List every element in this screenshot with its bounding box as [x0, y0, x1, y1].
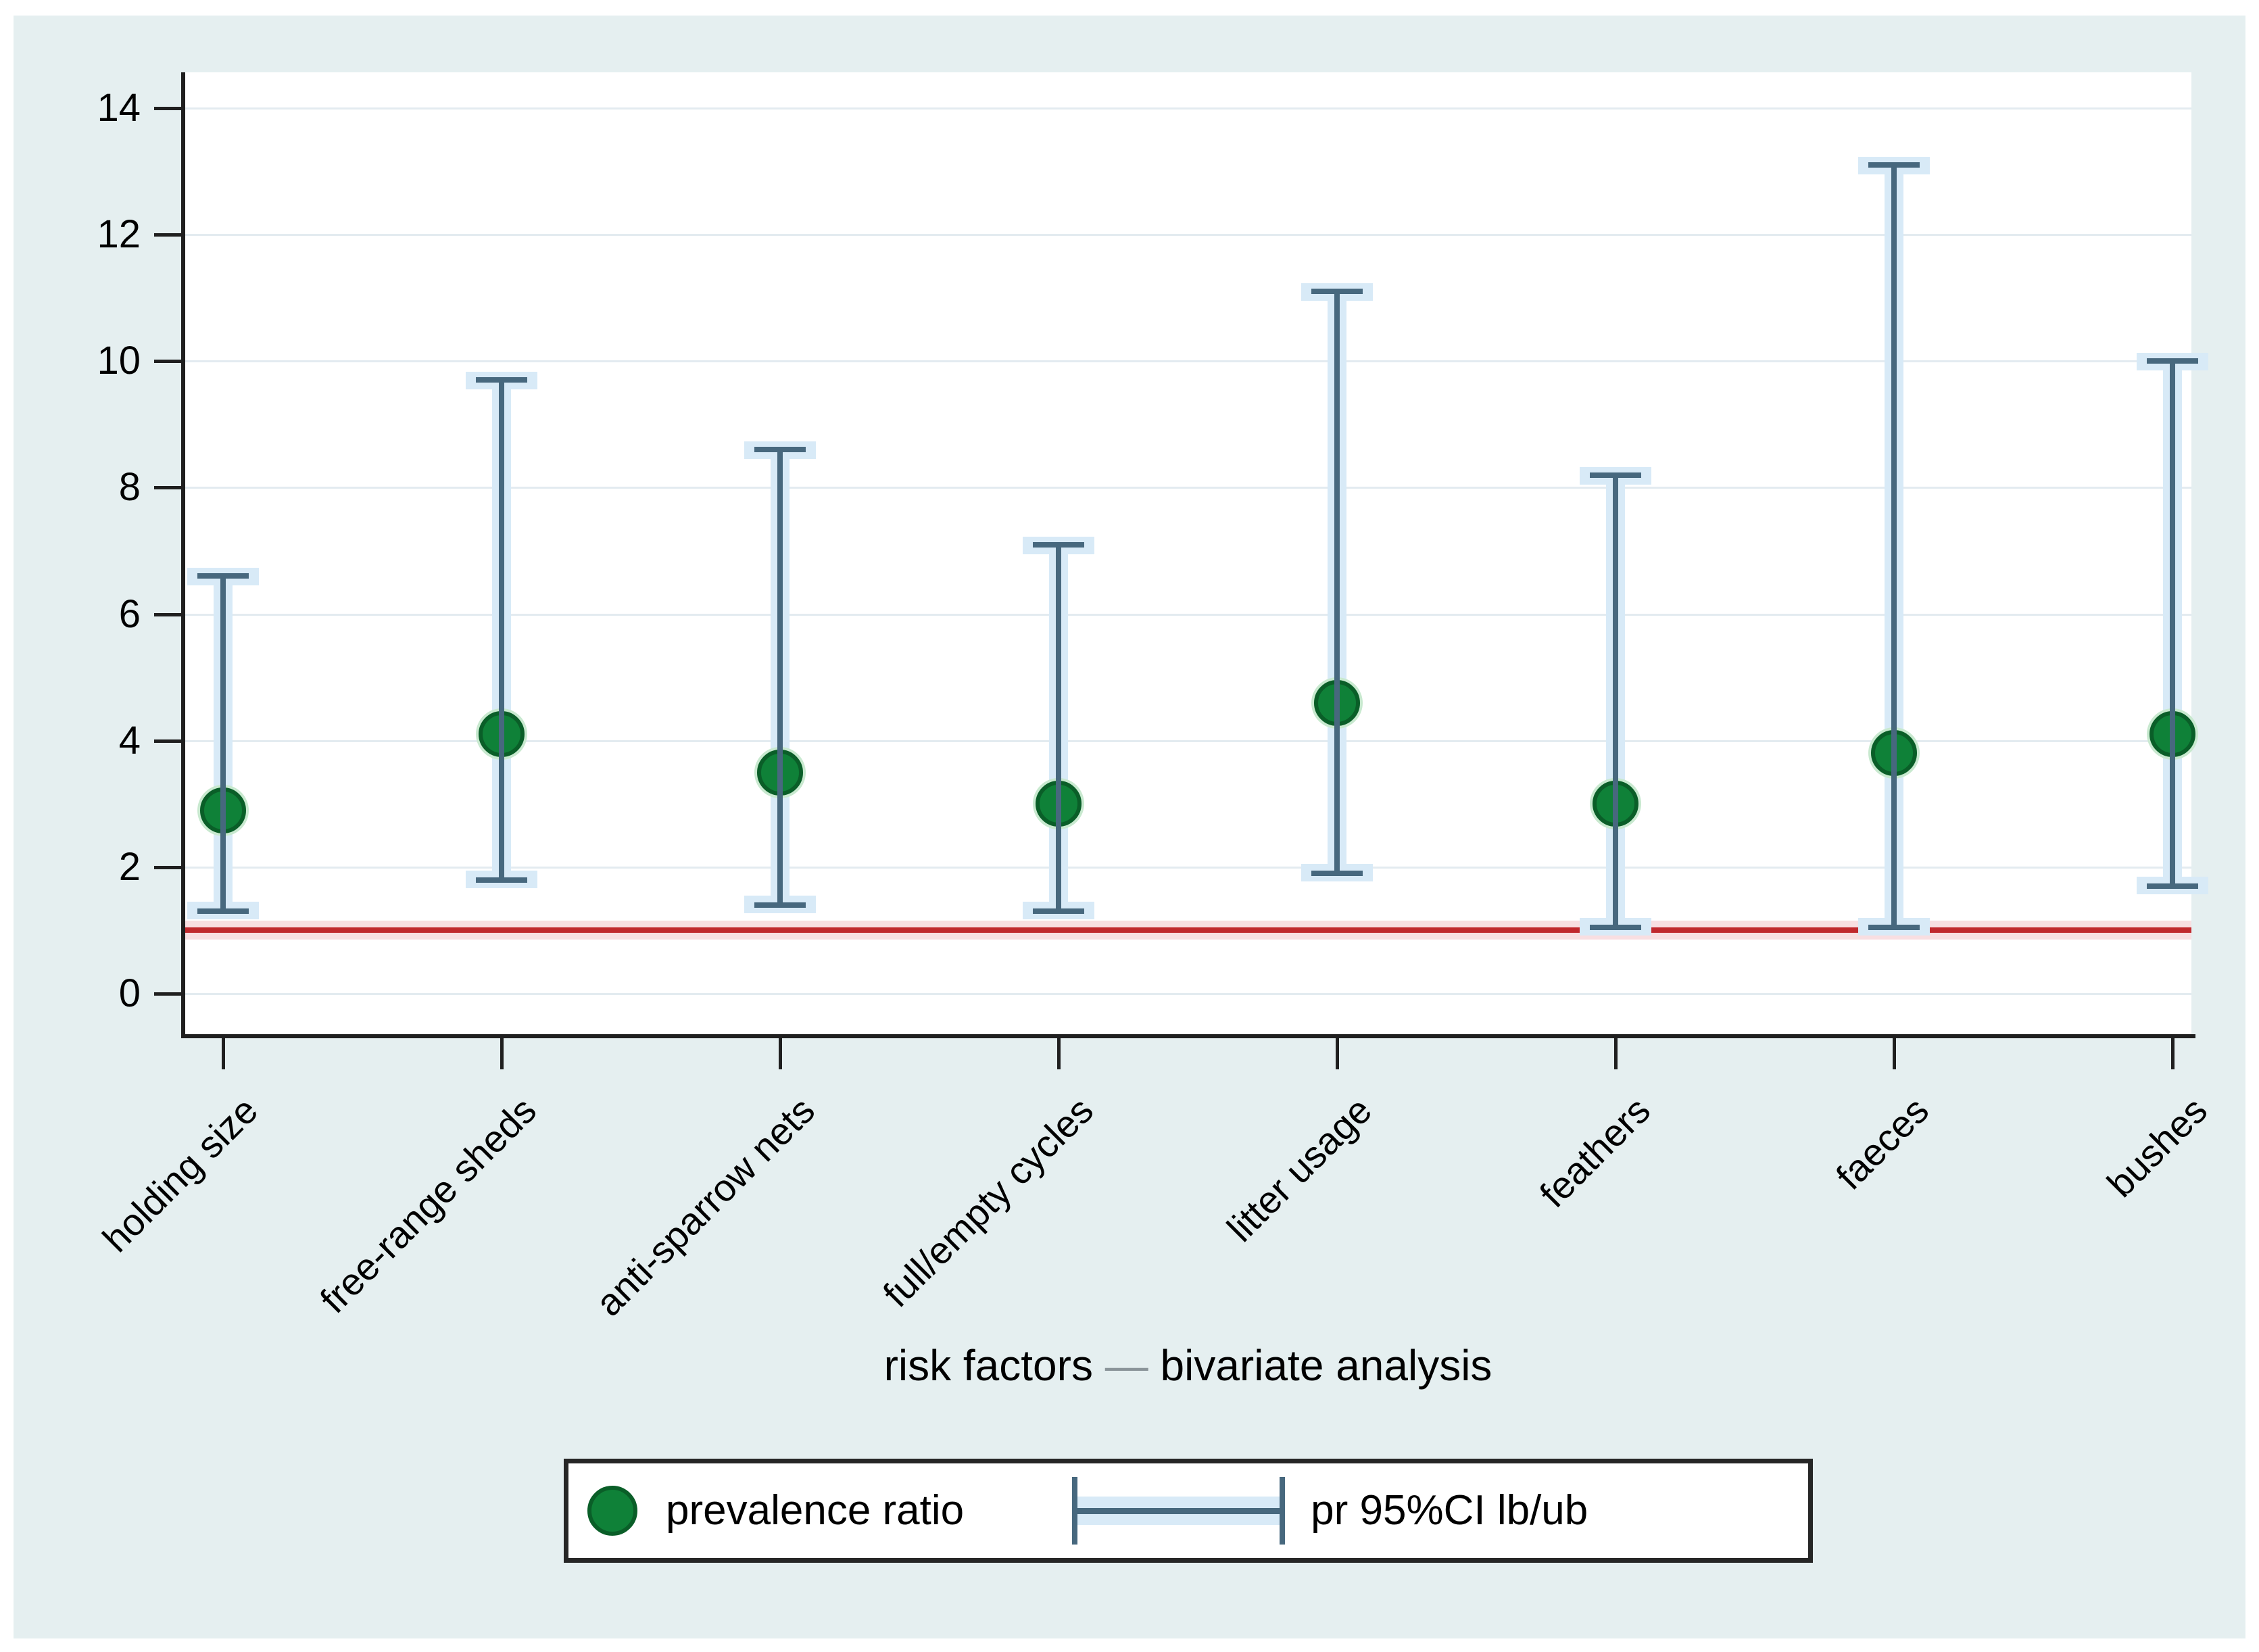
y-tick-label: 6	[118, 591, 141, 636]
x-tick-mark	[2171, 1038, 2175, 1069]
ci-cap-bottom	[2147, 883, 2198, 889]
ci-cap-top	[1590, 472, 1641, 478]
ci-cap-bottom	[1033, 908, 1084, 915]
x-axis-title: risk factors — bivariate analysis	[185, 1342, 2191, 1389]
x-tick-mark	[1336, 1038, 1339, 1069]
x-tick-mark	[1614, 1038, 1618, 1069]
y-tick-mark	[154, 612, 181, 616]
y-tick-mark	[154, 992, 181, 996]
x-axis-title-right: bivariate analysis	[1160, 1341, 1492, 1390]
gridline	[185, 866, 2191, 869]
y-tick-label: 14	[97, 86, 141, 130]
y-tick-mark	[154, 233, 181, 237]
ci-bar-line	[2170, 361, 2175, 886]
ci-cap-top	[197, 573, 249, 579]
ci-cap-top	[1033, 541, 1084, 548]
ci-cap-top	[2147, 358, 2198, 364]
ci-bar-line	[1334, 291, 1340, 874]
y-tick-label: 10	[97, 339, 141, 383]
y-axis-line	[181, 72, 185, 1038]
legend-label-ci: pr 95%CI lb/ub	[1311, 1487, 1588, 1534]
x-tick-mark	[500, 1038, 504, 1069]
reference-line	[185, 927, 2191, 933]
gridline	[185, 613, 2191, 616]
gridline	[185, 234, 2191, 237]
legend-ci-left-cap	[1072, 1477, 1078, 1545]
gridline	[185, 739, 2191, 742]
ci-cap-bottom	[1868, 924, 1920, 930]
y-tick-label: 0	[118, 971, 141, 1015]
legend-box: prevalence ratio pr 95%CI lb/ub	[564, 1459, 1813, 1563]
y-tick-mark	[154, 486, 181, 490]
y-tick-label: 2	[118, 844, 141, 889]
y-tick-mark	[154, 360, 181, 364]
ci-cap-bottom	[476, 877, 527, 883]
y-tick-mark	[154, 739, 181, 743]
legend-ci-right-cap	[1280, 1477, 1286, 1545]
y-tick-label: 12	[97, 212, 141, 257]
ci-cap-top	[754, 447, 806, 453]
x-axis-title-dash: —	[1104, 1341, 1148, 1390]
x-axis-line	[181, 1034, 2195, 1038]
gridline	[185, 360, 2191, 363]
ci-bar-line	[1613, 475, 1618, 927]
ci-bar-line	[777, 450, 783, 905]
ci-bar-line	[220, 576, 226, 912]
ci-cap-top	[1868, 162, 1920, 168]
legend-ci-errorbar-icon	[1072, 1477, 1286, 1545]
ci-bar-line	[499, 380, 504, 880]
legend-prevalence-marker-icon	[587, 1486, 637, 1536]
y-tick-mark	[154, 107, 181, 111]
x-tick-mark	[222, 1038, 225, 1069]
ci-cap-top	[1311, 289, 1363, 295]
x-tick-mark	[1893, 1038, 1896, 1069]
ci-bar-line	[1056, 544, 1061, 912]
ci-cap-bottom	[1311, 871, 1363, 877]
x-axis-title-left: risk factors	[883, 1341, 1093, 1390]
ci-bar-line	[1891, 165, 1897, 927]
y-tick-label: 4	[118, 718, 141, 762]
gridline	[185, 993, 2191, 995]
gridline	[185, 107, 2191, 110]
y-tick-label: 8	[118, 465, 141, 510]
legend-ci-line	[1077, 1508, 1280, 1514]
legend-label-prevalence-ratio: prevalence ratio	[666, 1487, 965, 1534]
x-tick-mark	[1057, 1038, 1061, 1069]
ci-cap-bottom	[754, 902, 806, 908]
ci-cap-bottom	[197, 908, 249, 915]
ci-cap-top	[476, 377, 527, 383]
gridline	[185, 487, 2191, 489]
y-tick-mark	[154, 865, 181, 869]
x-tick-mark	[779, 1038, 782, 1069]
ci-cap-bottom	[1590, 924, 1641, 930]
